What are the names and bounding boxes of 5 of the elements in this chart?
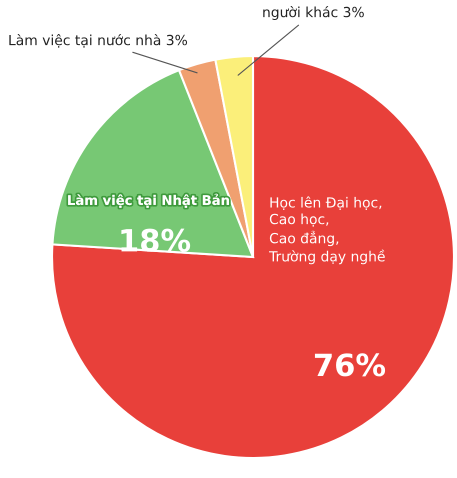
slice-label: Làm việc tại Nhật Bản xyxy=(68,194,229,208)
data-label: 76% xyxy=(314,353,386,376)
slice-label: Làm việc tại nước nhà 3% xyxy=(9,34,188,48)
slice-label: Học lên Đại học, Cao học, Cao đẳng, Trường dạy nghề xyxy=(269,196,385,264)
slice-label: người khác 3% xyxy=(263,6,364,20)
